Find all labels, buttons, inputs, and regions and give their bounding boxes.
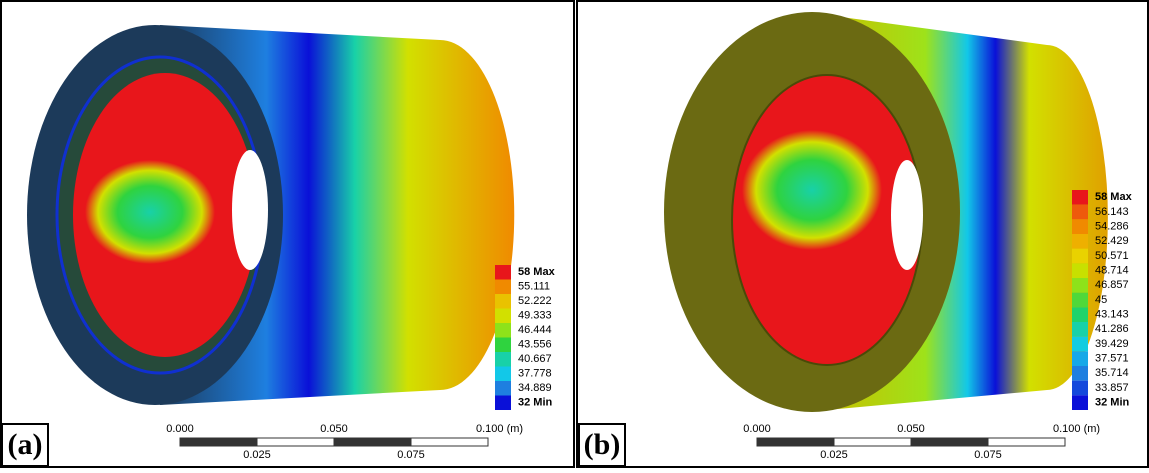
legend-swatch <box>1072 366 1088 381</box>
contour-spot <box>85 160 215 264</box>
legend-label: 32 Min <box>518 397 553 409</box>
legend-swatch <box>1072 322 1088 337</box>
legend-swatch <box>1072 395 1088 410</box>
scale-segment <box>410 437 489 447</box>
legend-swatch <box>495 308 511 323</box>
bore-hole <box>891 160 923 270</box>
scale-label: 0.000 <box>166 423 194 435</box>
legend-label: 55.111 <box>518 281 550 293</box>
scale-segment <box>333 437 412 447</box>
legend-label: 33.857 <box>1095 382 1129 394</box>
legend-label: 35.714 <box>1095 367 1129 379</box>
legend-swatch <box>495 323 511 338</box>
scale-segment <box>987 437 1066 447</box>
legend-label: 34.889 <box>518 382 552 394</box>
legend-label: 50.571 <box>1095 250 1129 262</box>
legend-label: 54.286 <box>1095 221 1129 233</box>
scale-label: 0.050 <box>897 423 925 435</box>
legend-label: 45 <box>1095 294 1107 306</box>
legend-swatch <box>1072 219 1088 234</box>
legend-swatch <box>1072 234 1088 249</box>
legend-label: 46.444 <box>518 324 552 336</box>
legend-swatch <box>1072 307 1088 322</box>
legend-swatch <box>495 294 511 309</box>
bore-hole <box>232 150 268 270</box>
legend-label: 41.286 <box>1095 323 1129 335</box>
legend-label: 48.714 <box>1095 265 1129 277</box>
legend-label: 52.429 <box>1095 235 1129 247</box>
legend-swatch <box>495 395 511 410</box>
legend-swatch <box>1072 204 1088 220</box>
legend-label: 37.778 <box>518 368 552 380</box>
panel-label: (a) <box>8 428 43 461</box>
scale-label: 0.050 <box>320 423 348 435</box>
legend-label: 52.222 <box>518 295 552 307</box>
legend-swatch <box>495 366 511 381</box>
scale-label: 0.025 <box>243 449 271 461</box>
scale-segment <box>833 437 912 447</box>
legend-swatch <box>1072 263 1088 278</box>
legend-label: 58 Max <box>518 266 556 278</box>
legend-label: 58 Max <box>1095 191 1133 203</box>
legend-swatch <box>1072 278 1088 293</box>
legend-swatch <box>1072 190 1088 205</box>
scale-label: 0.075 <box>974 449 1002 461</box>
panel-label-box <box>1 423 49 467</box>
scale-label: 0.100 (m) <box>1053 423 1100 435</box>
legend-swatch <box>495 352 511 367</box>
scale-segment <box>179 437 258 447</box>
legend-label: 39.429 <box>1095 338 1129 350</box>
scale-label: 0.100 (m) <box>476 423 523 435</box>
legend-swatch <box>1072 380 1088 396</box>
legend-label: 37.571 <box>1095 353 1129 365</box>
legend-swatch <box>495 381 511 396</box>
legend-label: 49.333 <box>518 310 552 322</box>
legend-label: 46.857 <box>1095 279 1129 291</box>
panel-label: (b) <box>584 428 621 461</box>
legend-swatch <box>495 279 511 294</box>
legend-label: 32 Min <box>1095 397 1130 409</box>
scale-label: 0.025 <box>820 449 848 461</box>
legend-swatch <box>495 265 511 280</box>
legend-label: 43.556 <box>518 339 552 351</box>
panel-border <box>576 0 1149 468</box>
scale-segment <box>910 437 989 447</box>
legend-label: 40.667 <box>518 353 552 365</box>
legend-swatch <box>1072 248 1088 264</box>
scale-segment <box>756 437 835 447</box>
legend-swatch <box>1072 292 1088 308</box>
contour-spot <box>742 130 882 250</box>
scale-label: 0.000 <box>743 423 771 435</box>
scale-label: 0.075 <box>397 449 425 461</box>
legend-swatch <box>1072 336 1088 352</box>
panel-label-box <box>578 423 626 467</box>
legend-swatch <box>495 337 511 352</box>
legend-label: 56.143 <box>1095 206 1129 218</box>
legend-swatch <box>1072 351 1088 366</box>
panel-border <box>0 0 575 468</box>
legend-label: 43.143 <box>1095 309 1129 321</box>
scale-segment <box>256 437 335 447</box>
